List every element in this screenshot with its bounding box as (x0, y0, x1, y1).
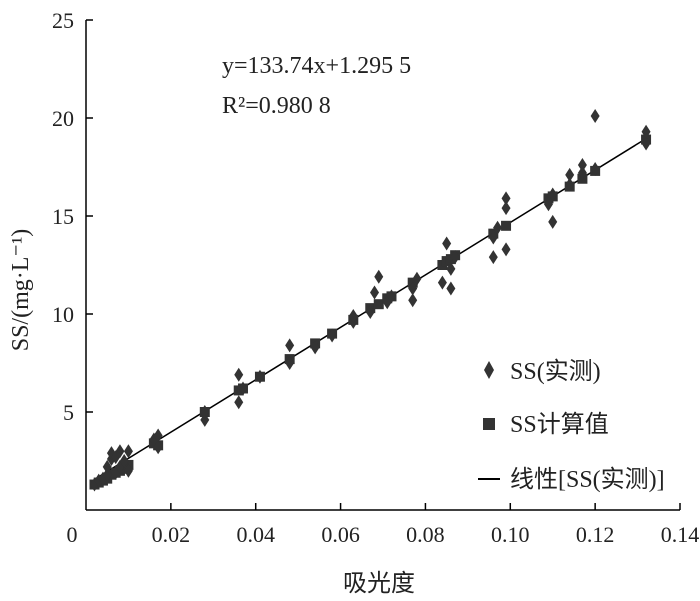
measured-point (565, 167, 575, 182)
y-tick-label: 10 (52, 302, 74, 327)
measured-point (493, 220, 503, 235)
y-tick-label: 15 (52, 204, 74, 229)
calculated-point (501, 220, 512, 231)
measured-point (234, 367, 244, 382)
measured-point (238, 381, 248, 396)
x-tick-label: 0.06 (321, 522, 360, 547)
measured-point (501, 242, 511, 257)
measured-point (365, 305, 375, 320)
measured-point (153, 440, 163, 455)
measured-point (446, 281, 456, 296)
measured-point (370, 285, 380, 300)
legend-marker-square (483, 418, 495, 430)
y-tick-label: 25 (52, 8, 74, 33)
measured-point (348, 308, 358, 323)
measured-point (115, 444, 125, 459)
plot-area (89, 109, 652, 492)
measured-point (437, 275, 447, 290)
y-axis-title: SS/(mg·L⁻¹) (8, 229, 34, 352)
x-tick-label: 0 (67, 522, 78, 547)
measured-point (590, 161, 600, 176)
measured-point (234, 395, 244, 410)
measured-point (285, 338, 295, 353)
measured-point (408, 293, 418, 308)
measured-point (123, 463, 133, 478)
measured-point (119, 454, 129, 468)
measured-point (102, 467, 112, 482)
measured-point (327, 328, 337, 343)
measured-point (446, 261, 456, 276)
legend-label-calculated: SS计算值 (510, 411, 609, 438)
measured-point (488, 230, 498, 245)
measured-point (310, 340, 320, 355)
equation-annotation: y=133.74x+1.295 5 (222, 53, 411, 79)
measured-point (408, 281, 418, 296)
legend: SS(实测) SS计算值 线性[SS(实测)] (478, 358, 665, 493)
x-tick-label: 0.08 (406, 522, 445, 547)
measured-point (577, 165, 587, 180)
measured-point (548, 187, 558, 202)
measured-point (543, 197, 553, 212)
measured-point (200, 405, 210, 419)
calculated-point (373, 299, 384, 310)
measured-point (123, 444, 133, 459)
measured-point (641, 124, 651, 139)
measured-point (442, 236, 452, 251)
measured-point (386, 289, 396, 304)
legend-label-measured: SS(实测) (510, 358, 601, 385)
legend-marker-diamond (484, 361, 494, 379)
y-tick-label: 20 (52, 106, 74, 131)
measured-point (565, 177, 575, 192)
measured-point (501, 201, 511, 216)
x-tick-label: 0.02 (152, 522, 191, 547)
measured-point (590, 109, 600, 124)
x-tick-label: 0.12 (576, 522, 615, 547)
measured-point (153, 428, 163, 443)
measured-point (102, 459, 112, 474)
measured-point (577, 158, 587, 173)
axes: 0 0.02 0.04 0.06 0.08 0.10 0.12 0.14 5 10 15 20 25 (52, 8, 699, 547)
legend-label-linear-fit: 线性[SS(实测)] (510, 466, 665, 493)
x-axis-title: 吸光度 (343, 570, 415, 597)
measured-point (374, 269, 384, 284)
measured-point (450, 250, 460, 265)
measured-point (641, 136, 651, 151)
x-tick-label: 0.10 (491, 522, 530, 547)
measured-point (285, 356, 295, 370)
r-squared-annotation: R²=0.980 8 (222, 93, 331, 119)
x-tick-label: 0.14 (661, 522, 700, 547)
measured-point (255, 369, 265, 384)
measured-point (200, 412, 210, 427)
measured-point (488, 250, 498, 265)
y-tick-label: 5 (63, 400, 74, 425)
measured-point (548, 214, 558, 229)
x-tick-label: 0.04 (236, 522, 275, 547)
measured-point (501, 191, 511, 206)
measured-point (412, 271, 422, 286)
